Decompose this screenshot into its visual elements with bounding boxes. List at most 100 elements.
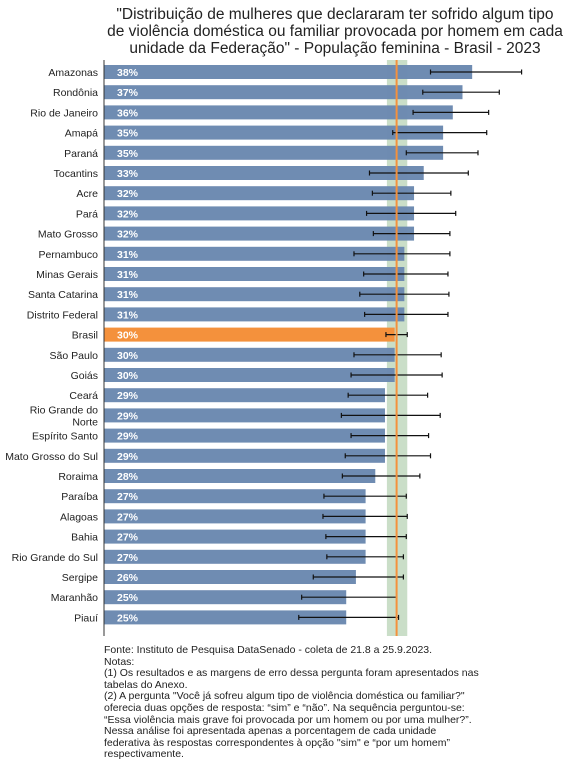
bar <box>104 65 473 79</box>
footnote-line: (1) Os resultados e as margens de erro d… <box>104 667 479 680</box>
bar <box>104 125 444 140</box>
value-label: 27% <box>117 532 139 544</box>
bar <box>104 408 385 423</box>
category-label: Acre <box>76 188 98 200</box>
bar <box>104 590 347 605</box>
value-label: 31% <box>117 249 139 261</box>
category-label: Espírito Santo <box>32 431 98 443</box>
category-label: Rio de Janeiro <box>30 107 98 119</box>
bar <box>104 368 395 382</box>
bar <box>104 307 405 322</box>
category-label: Amazonas <box>48 67 98 79</box>
bar <box>104 610 347 625</box>
footnote-line: (2) A pergunta "Você já sofreu algum tip… <box>104 690 465 703</box>
value-label: 25% <box>117 612 139 624</box>
bar <box>104 448 385 463</box>
bar <box>104 287 405 302</box>
category-label: Bahia <box>71 532 98 544</box>
value-label: 29% <box>117 431 139 443</box>
bar <box>104 347 395 362</box>
category-label: Rio Grande do Sul <box>12 552 98 564</box>
bar-chart: 38% Amazonas 37% Rondônia 36% Rio de Janeiro 3… <box>5 60 523 636</box>
value-label: 37% <box>117 87 139 99</box>
value-label: 29% <box>117 451 139 463</box>
footnote-line: respectivamente. <box>104 748 184 761</box>
category-label: Ceará <box>69 390 98 402</box>
category-label: Pernambuco <box>38 249 98 261</box>
bar <box>104 428 385 443</box>
bar <box>104 327 395 342</box>
category-label: Mato Grosso <box>38 229 98 241</box>
value-label: 26% <box>117 572 139 584</box>
value-label: 28% <box>117 471 139 483</box>
bar <box>104 509 366 524</box>
category-label: Paraná <box>64 148 98 160</box>
category-label: Rio Grande do <box>30 404 98 416</box>
bar <box>104 469 376 483</box>
footnote-line: Fonte: Instituto de Pesquisa DataSenado … <box>104 644 433 656</box>
value-label: 38% <box>117 67 139 79</box>
value-label: 29% <box>117 410 139 422</box>
value-label: 32% <box>117 208 139 220</box>
category-label: Distrito Federal <box>27 309 98 321</box>
chart-title: "Distribuição de mulheres que declararam… <box>100 6 570 57</box>
category-label: Roraima <box>58 471 98 483</box>
value-label: 32% <box>117 188 139 200</box>
category-label: Sergipe <box>62 572 98 584</box>
bar <box>104 388 385 403</box>
value-label: 31% <box>117 289 139 301</box>
bar <box>104 186 415 201</box>
bar <box>104 206 415 221</box>
category-label: Pará <box>76 208 98 220</box>
value-label: 31% <box>117 269 139 281</box>
category-label: Minas Gerais <box>36 269 98 281</box>
category-label: Paraíba <box>61 491 98 503</box>
bar <box>104 489 366 504</box>
value-label: 25% <box>117 592 139 604</box>
category-label: Alagoas <box>60 511 98 523</box>
bar <box>104 226 415 241</box>
bar <box>104 246 405 261</box>
category-label: Maranhão <box>51 592 98 604</box>
category-label: Mato Grosso do Sul <box>5 451 98 463</box>
bar <box>104 549 366 564</box>
value-label: 36% <box>117 107 139 119</box>
bar <box>104 570 356 584</box>
value-label: 30% <box>117 330 139 342</box>
value-label: 27% <box>117 552 139 564</box>
category-label: Piauí <box>74 612 98 624</box>
footnote-line: “Essa violência mais grave foi provocada… <box>104 713 472 726</box>
category-label: São Paulo <box>50 350 99 362</box>
value-label: 35% <box>117 148 139 160</box>
value-label: 30% <box>117 370 139 382</box>
category-label: Rondônia <box>53 87 98 99</box>
bar <box>104 166 424 180</box>
category-label: Tocantins <box>54 168 98 180</box>
footnote-line: Notas: <box>104 655 135 668</box>
footnote-line: oferecia duas opções de resposta: “sim” … <box>104 701 465 714</box>
value-label: 27% <box>117 511 139 523</box>
value-label: 32% <box>117 229 139 241</box>
value-label: 30% <box>117 350 139 362</box>
value-label: 29% <box>117 390 139 402</box>
category-label: Brasil <box>72 330 98 342</box>
value-label: 33% <box>117 168 139 180</box>
category-label: Norte <box>72 416 98 428</box>
footnote-line: federativa às respostas correspondentes … <box>104 736 450 749</box>
value-label: 31% <box>117 309 139 321</box>
chart-title-line: "Distribuição de mulheres que declararam… <box>116 6 554 23</box>
value-label: 27% <box>117 491 139 503</box>
category-label: Santa Catarina <box>28 289 98 301</box>
footnote-line: Nessa análise foi apresentada apenas a p… <box>104 725 437 738</box>
bar <box>104 529 366 544</box>
chart-title-line: de violência doméstica ou familiar provo… <box>107 23 563 40</box>
footnote: Fonte: Instituto de Pesquisa DataSenado … <box>104 644 572 761</box>
bar <box>104 85 463 100</box>
bar <box>104 267 405 281</box>
footnote-line: tabelas do Anexo. <box>104 678 188 691</box>
chart-title-line: unidade da Federação" - População femini… <box>129 40 541 57</box>
category-label: Amapá <box>65 128 98 140</box>
category-label: Goiás <box>71 370 98 382</box>
bar <box>104 105 453 120</box>
bar <box>104 145 444 160</box>
